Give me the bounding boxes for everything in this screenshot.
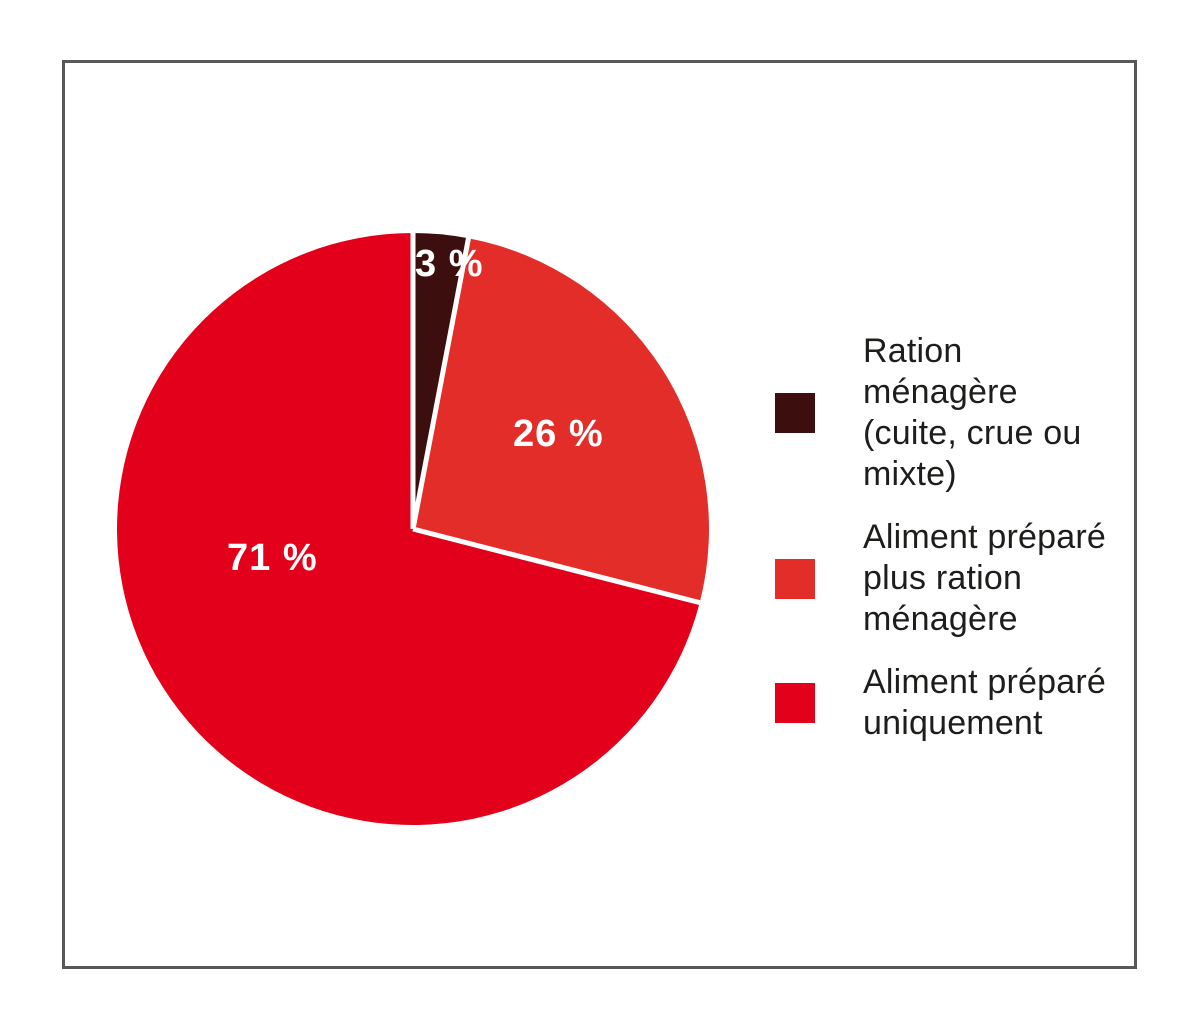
legend: Ration ménagère (cuite, crue ou mixte) A… bbox=[775, 331, 1115, 766]
slice-value-label: 26 % bbox=[513, 413, 604, 455]
legend-label: Ration ménagère (cuite, crue ou mixte) bbox=[863, 331, 1115, 495]
pie-slice-1 bbox=[413, 238, 709, 603]
legend-label: Aliment préparé plus ration ménagère bbox=[863, 517, 1106, 640]
legend-label-line: (cuite, crue ou bbox=[863, 414, 1082, 452]
slice-value-label: 71 % bbox=[227, 537, 318, 579]
legend-label-line: Aliment préparé bbox=[863, 518, 1107, 556]
pie-chart bbox=[117, 232, 709, 825]
legend-label-line: Aliment préparé bbox=[863, 663, 1107, 701]
slice-divider bbox=[410, 236, 472, 530]
legend-label-line: plus ration bbox=[863, 559, 1023, 597]
legend-label: Aliment préparé uniquement bbox=[863, 662, 1106, 744]
legend-label-line: uniquement bbox=[863, 704, 1043, 742]
slice-divider bbox=[412, 526, 702, 606]
legend-swatch-icon bbox=[775, 558, 815, 599]
legend-item: Ration ménagère (cuite, crue ou mixte) bbox=[775, 331, 1115, 495]
legend-swatch-icon bbox=[775, 683, 815, 723]
slice-value-label: 3 % bbox=[415, 243, 484, 285]
legend-item: Aliment préparé uniquement bbox=[775, 662, 1115, 744]
legend-label-line: ménagère bbox=[863, 600, 1018, 638]
chart-frame: 3 % 26 % 71 % Ration ménagère (cuite, cr… bbox=[62, 60, 1137, 969]
legend-item: Aliment préparé plus ration ménagère bbox=[775, 517, 1115, 640]
legend-label-line: mixte) bbox=[863, 455, 957, 493]
pie-slice-2 bbox=[117, 233, 700, 825]
legend-swatch-icon bbox=[775, 393, 815, 433]
legend-label-line: Ration ménagère bbox=[863, 332, 1018, 411]
